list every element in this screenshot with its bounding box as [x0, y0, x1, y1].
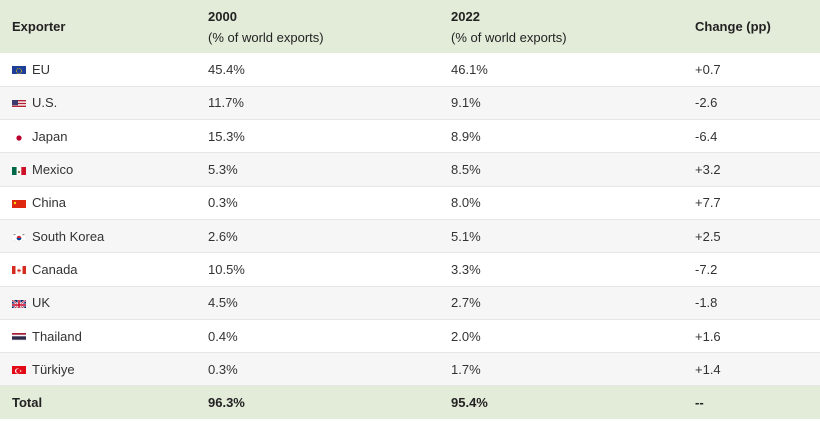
- share-2000-cell: 4.5%: [208, 295, 238, 311]
- table-row: Türkiye 0.3% 1.7% +1.4: [0, 352, 820, 386]
- share-2022-cell: 8.5%: [451, 162, 481, 178]
- uk-flag-icon: [12, 298, 26, 308]
- table-row: EU 45.4% 46.1% +0.7: [0, 53, 820, 87]
- exporter-name: South Korea: [32, 228, 105, 244]
- header-2000-unit: (% of world exports): [208, 29, 324, 45]
- canada-flag-icon: [12, 264, 26, 275]
- table-row: South Korea 2.6% 5.1% +2.5: [0, 219, 820, 253]
- share-2000-cell: 0.3%: [208, 195, 238, 211]
- change-cell: +2.5: [695, 228, 721, 244]
- exporter-name: UK: [32, 295, 51, 311]
- exporter-cell: Thailand: [0, 319, 196, 352]
- table-row: Canada 10.5% 3.3% -7.2: [0, 252, 820, 287]
- exporter-cell: Mexico: [0, 153, 196, 186]
- exporter-cell: South Korea: [0, 219, 196, 252]
- exporter-name: Japan: [32, 128, 68, 144]
- header-change: Change (pp): [695, 19, 771, 34]
- table-row: Thailand 0.4% 2.0% +1.6: [0, 319, 820, 353]
- total-2000: 96.3%: [208, 395, 245, 411]
- share-2022-cell: 9.1%: [451, 95, 481, 111]
- exporter-cell: China: [0, 186, 196, 219]
- header-row: Exporter 2000 (% of world exports) 2022 …: [0, 0, 820, 53]
- header-2022-year: 2022: [451, 8, 480, 24]
- share-2022-cell: 2.0%: [451, 328, 481, 344]
- exporter-cell: Japan: [0, 120, 196, 153]
- exporter-cell: Canada: [0, 253, 196, 286]
- header-exporter: Exporter: [12, 19, 66, 34]
- share-2022-cell: 2.7%: [451, 295, 481, 311]
- change-cell: -6.4: [695, 128, 718, 144]
- table-row: Mexico 5.3% 8.5% +3.2: [0, 152, 820, 187]
- table-row: China 0.3% 8.0% +7.7: [0, 186, 820, 220]
- share-2022-cell: 8.9%: [451, 128, 481, 144]
- share-2022-cell: 1.7%: [451, 361, 481, 377]
- share-2000-cell: 0.3%: [208, 361, 238, 377]
- japan-flag-icon: [12, 131, 26, 142]
- exporter-name: China: [32, 195, 66, 211]
- share-2022-cell: 3.3%: [451, 261, 481, 277]
- change-cell: +1.6: [695, 328, 721, 344]
- thailand-flag-icon: [12, 331, 26, 342]
- share-2022-cell: 5.1%: [451, 228, 481, 244]
- share-2000-cell: 15.3%: [208, 128, 245, 144]
- mexico-flag-icon: [12, 165, 26, 175]
- share-2022-cell: 46.1%: [451, 61, 488, 77]
- share-2000-cell: 5.3%: [208, 162, 238, 178]
- total-row: Total 96.3% 95.4% --: [0, 385, 820, 419]
- eu-flag-icon: [12, 64, 26, 75]
- header-2022-unit: (% of world exports): [451, 29, 567, 45]
- header-2022: 2022 (% of world exports): [439, 0, 683, 53]
- total-label: Total: [12, 395, 43, 411]
- exporter-name: EU: [32, 61, 51, 77]
- share-2000-cell: 2.6%: [208, 228, 238, 244]
- header-2000: 2000 (% of world exports): [196, 0, 439, 53]
- change-cell: -2.6: [695, 95, 718, 111]
- exporter-name: Mexico: [32, 162, 74, 178]
- change-cell: -1.8: [695, 295, 718, 311]
- total-2022: 95.4%: [451, 395, 488, 411]
- share-2000-cell: 45.4%: [208, 61, 245, 77]
- exporter-cell: Türkiye: [0, 353, 196, 386]
- change-cell: +3.2: [695, 162, 721, 178]
- share-2000-cell: 11.7%: [208, 95, 244, 111]
- exporter-cell: UK: [0, 286, 196, 319]
- change-cell: +7.7: [695, 195, 721, 211]
- china-flag-icon: [12, 198, 26, 208]
- total-change: --: [695, 395, 704, 411]
- south-korea-flag-icon: [12, 231, 26, 242]
- us-flag-icon: [12, 98, 26, 108]
- change-cell: -7.2: [695, 261, 718, 277]
- exporter-name: Canada: [32, 261, 78, 277]
- exporter-name: Türkiye: [32, 361, 75, 377]
- table-row: U.S. 11.7% 9.1% -2.6: [0, 86, 820, 120]
- share-2000-cell: 0.4%: [208, 328, 238, 344]
- exporter-name: Thailand: [32, 328, 82, 344]
- turkiye-flag-icon: [12, 364, 26, 375]
- exporter-cell: EU: [0, 53, 196, 86]
- table-row: Japan 15.3% 8.9% -6.4: [0, 119, 820, 153]
- table-row: UK 4.5% 2.7% -1.8: [0, 286, 820, 320]
- header-2000-year: 2000: [208, 8, 237, 24]
- change-cell: +0.7: [695, 61, 721, 77]
- share-2000-cell: 10.5%: [208, 261, 245, 277]
- change-cell: +1.4: [695, 361, 721, 377]
- exporter-name: U.S.: [32, 95, 58, 111]
- share-2022-cell: 8.0%: [451, 195, 481, 211]
- exporter-cell: U.S.: [0, 86, 196, 119]
